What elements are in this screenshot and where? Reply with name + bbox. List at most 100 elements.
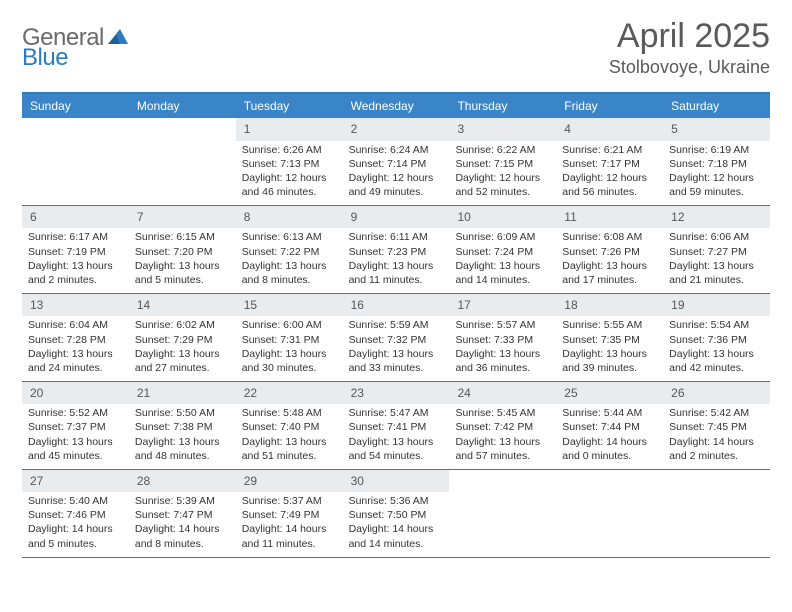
sunset-text: Sunset: 7:24 PM <box>455 245 550 259</box>
day-number: 27 <box>22 470 129 492</box>
sunset-text: Sunset: 7:29 PM <box>135 333 230 347</box>
daylight-line1: Daylight: 12 hours <box>242 171 337 185</box>
day-body: Sunrise: 5:54 AMSunset: 7:36 PMDaylight:… <box>663 316 770 381</box>
sunset-text: Sunset: 7:27 PM <box>669 245 764 259</box>
day-cell: 19Sunrise: 5:54 AMSunset: 7:36 PMDayligh… <box>663 294 770 381</box>
sunrise-text: Sunrise: 5:45 AM <box>455 406 550 420</box>
daylight-line2: and 42 minutes. <box>669 361 764 375</box>
day-cell: 4Sunrise: 6:21 AMSunset: 7:17 PMDaylight… <box>556 118 663 205</box>
day-cell: 17Sunrise: 5:57 AMSunset: 7:33 PMDayligh… <box>449 294 556 381</box>
daylight-line2: and 33 minutes. <box>349 361 444 375</box>
sunrise-text: Sunrise: 5:55 AM <box>562 318 657 332</box>
daylight-line2: and 24 minutes. <box>28 361 123 375</box>
daylight-line1: Daylight: 14 hours <box>28 522 123 536</box>
daylight-line2: and 2 minutes. <box>28 273 123 287</box>
sunset-text: Sunset: 7:17 PM <box>562 157 657 171</box>
daylight-line2: and 51 minutes. <box>242 449 337 463</box>
day-number: 2 <box>343 118 450 140</box>
daylight-line2: and 56 minutes. <box>562 185 657 199</box>
daylight-line1: Daylight: 13 hours <box>562 259 657 273</box>
daylight-line2: and 39 minutes. <box>562 361 657 375</box>
daylight-line2: and 48 minutes. <box>135 449 230 463</box>
day-cell: 14Sunrise: 6:02 AMSunset: 7:29 PMDayligh… <box>129 294 236 381</box>
sunrise-text: Sunrise: 5:57 AM <box>455 318 550 332</box>
sunrise-text: Sunrise: 6:17 AM <box>28 230 123 244</box>
sunrise-text: Sunrise: 6:19 AM <box>669 143 764 157</box>
sunset-text: Sunset: 7:26 PM <box>562 245 657 259</box>
daylight-line2: and 2 minutes. <box>669 449 764 463</box>
day-body: Sunrise: 6:08 AMSunset: 7:26 PMDaylight:… <box>556 228 663 293</box>
daylight-line1: Daylight: 13 hours <box>28 347 123 361</box>
daylight-line2: and 8 minutes. <box>135 537 230 551</box>
sunrise-text: Sunrise: 5:47 AM <box>349 406 444 420</box>
title-block: April 2025 Stolbovoye, Ukraine <box>609 18 770 78</box>
day-cell: 5Sunrise: 6:19 AMSunset: 7:18 PMDaylight… <box>663 118 770 205</box>
sunset-text: Sunset: 7:13 PM <box>242 157 337 171</box>
day-number: 19 <box>663 294 770 316</box>
page-header: General April 2025 Stolbovoye, Ukraine <box>22 18 770 78</box>
day-number: 28 <box>129 470 236 492</box>
sunset-text: Sunset: 7:38 PM <box>135 420 230 434</box>
day-body: Sunrise: 6:24 AMSunset: 7:14 PMDaylight:… <box>343 141 450 206</box>
sunrise-text: Sunrise: 5:37 AM <box>242 494 337 508</box>
day-cell: 12Sunrise: 6:06 AMSunset: 7:27 PMDayligh… <box>663 206 770 293</box>
weekday-mon: Monday <box>129 94 236 118</box>
calendar-page: General April 2025 Stolbovoye, Ukraine B… <box>0 0 792 568</box>
daylight-line1: Daylight: 14 hours <box>242 522 337 536</box>
weekday-tue: Tuesday <box>236 94 343 118</box>
weekday-header-row: Sunday Monday Tuesday Wednesday Thursday… <box>22 94 770 118</box>
daylight-line2: and 5 minutes. <box>135 273 230 287</box>
day-cell: 18Sunrise: 5:55 AMSunset: 7:35 PMDayligh… <box>556 294 663 381</box>
day-body: Sunrise: 6:19 AMSunset: 7:18 PMDaylight:… <box>663 141 770 206</box>
day-body: Sunrise: 5:37 AMSunset: 7:49 PMDaylight:… <box>236 492 343 557</box>
daylight-line1: Daylight: 13 hours <box>28 435 123 449</box>
daylight-line1: Daylight: 13 hours <box>349 259 444 273</box>
daylight-line2: and 46 minutes. <box>242 185 337 199</box>
day-cell: 30Sunrise: 5:36 AMSunset: 7:50 PMDayligh… <box>343 470 450 557</box>
sunset-text: Sunset: 7:18 PM <box>669 157 764 171</box>
day-body: Sunrise: 5:36 AMSunset: 7:50 PMDaylight:… <box>343 492 450 557</box>
sunset-text: Sunset: 7:41 PM <box>349 420 444 434</box>
day-number: 8 <box>236 206 343 228</box>
daylight-line1: Daylight: 13 hours <box>135 259 230 273</box>
calendar-grid: Sunday Monday Tuesday Wednesday Thursday… <box>22 92 770 557</box>
weekday-sun: Sunday <box>22 94 129 118</box>
daylight-line2: and 57 minutes. <box>455 449 550 463</box>
day-number: 3 <box>449 118 556 140</box>
day-number: 12 <box>663 206 770 228</box>
sunset-text: Sunset: 7:32 PM <box>349 333 444 347</box>
daylight-line1: Daylight: 13 hours <box>455 347 550 361</box>
daylight-line2: and 0 minutes. <box>562 449 657 463</box>
sunrise-text: Sunrise: 5:44 AM <box>562 406 657 420</box>
day-body: Sunrise: 6:06 AMSunset: 7:27 PMDaylight:… <box>663 228 770 293</box>
day-number: 7 <box>129 206 236 228</box>
sunrise-text: Sunrise: 5:42 AM <box>669 406 764 420</box>
day-number: 25 <box>556 382 663 404</box>
sunrise-text: Sunrise: 6:11 AM <box>349 230 444 244</box>
day-number: 13 <box>22 294 129 316</box>
daylight-line2: and 5 minutes. <box>28 537 123 551</box>
daylight-line2: and 49 minutes. <box>349 185 444 199</box>
day-number: 18 <box>556 294 663 316</box>
sunset-text: Sunset: 7:23 PM <box>349 245 444 259</box>
sunrise-text: Sunrise: 5:40 AM <box>28 494 123 508</box>
daylight-line2: and 21 minutes. <box>669 273 764 287</box>
day-number: 23 <box>343 382 450 404</box>
day-body: Sunrise: 5:40 AMSunset: 7:46 PMDaylight:… <box>22 492 129 557</box>
day-number: 30 <box>343 470 450 492</box>
sunrise-text: Sunrise: 6:08 AM <box>562 230 657 244</box>
weekday-fri: Friday <box>556 94 663 118</box>
day-body: Sunrise: 5:50 AMSunset: 7:38 PMDaylight:… <box>129 404 236 469</box>
day-body: Sunrise: 6:00 AMSunset: 7:31 PMDaylight:… <box>236 316 343 381</box>
sunrise-text: Sunrise: 6:02 AM <box>135 318 230 332</box>
day-number: 14 <box>129 294 236 316</box>
daylight-line2: and 11 minutes. <box>242 537 337 551</box>
week-row: 20Sunrise: 5:52 AMSunset: 7:37 PMDayligh… <box>22 382 770 470</box>
daylight-line1: Daylight: 12 hours <box>349 171 444 185</box>
sunset-text: Sunset: 7:49 PM <box>242 508 337 522</box>
day-cell: 15Sunrise: 6:00 AMSunset: 7:31 PMDayligh… <box>236 294 343 381</box>
sunrise-text: Sunrise: 5:48 AM <box>242 406 337 420</box>
sunrise-text: Sunrise: 5:54 AM <box>669 318 764 332</box>
daylight-line2: and 17 minutes. <box>562 273 657 287</box>
day-body: Sunrise: 5:55 AMSunset: 7:35 PMDaylight:… <box>556 316 663 381</box>
